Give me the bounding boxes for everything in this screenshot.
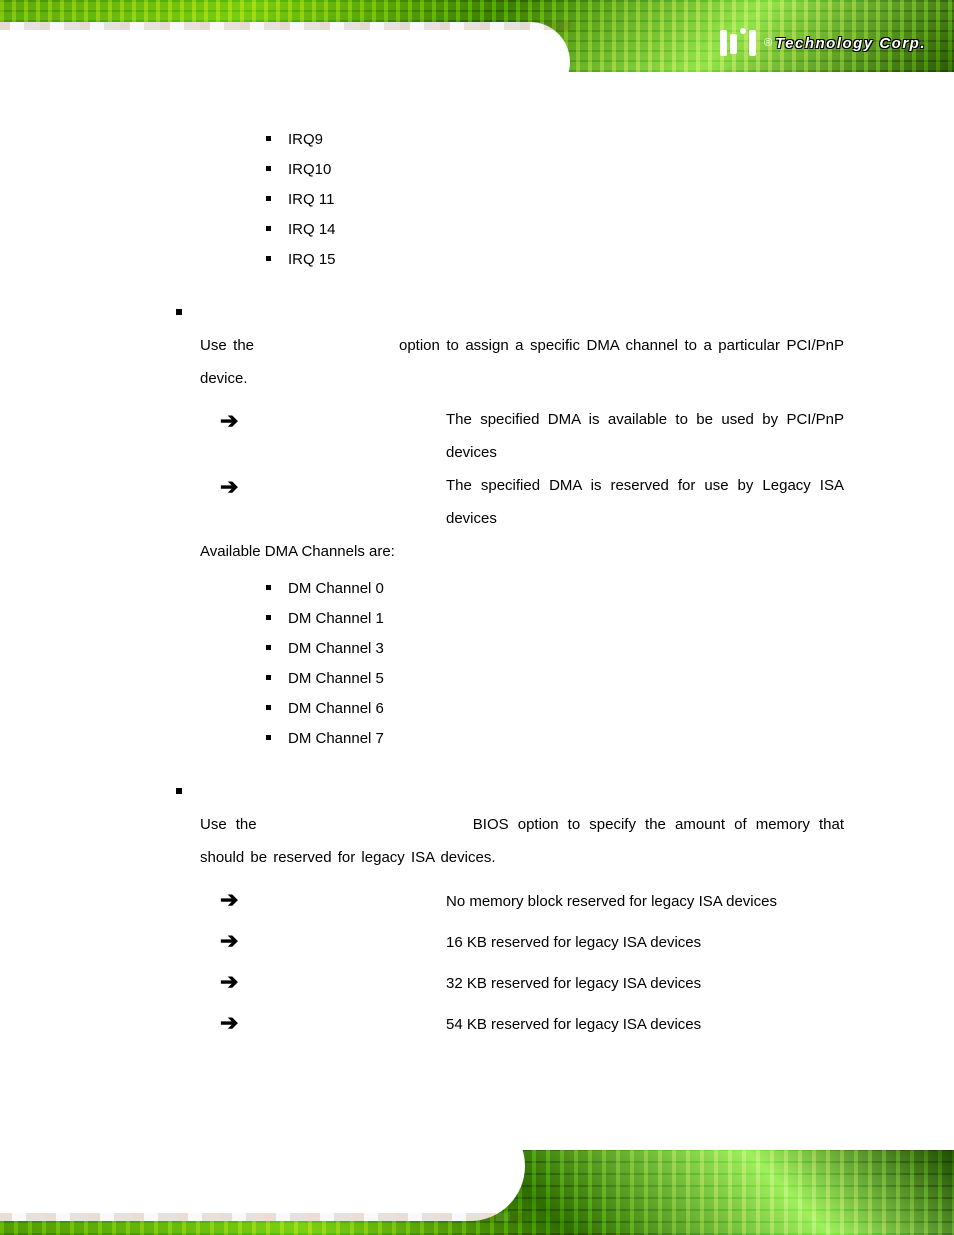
option-row: ➔ The specified DMA is available to be u… xyxy=(200,403,844,469)
option-desc: The specified DMA is reserved for use by… xyxy=(446,469,844,535)
list-item: DM Channel 7 xyxy=(260,724,844,754)
list-item: IRQ10 xyxy=(260,155,844,185)
memory-options: ➔ No memory block reserved for legacy IS… xyxy=(200,882,844,1044)
list-item: DM Channel 3 xyxy=(260,634,844,664)
option-desc: 32 KB reserved for legacy ISA devices xyxy=(446,964,844,1003)
footer-white-swoosh xyxy=(0,1111,525,1221)
list-item: IRQ9 xyxy=(260,125,844,155)
option-row: ➔ No memory block reserved for legacy IS… xyxy=(200,882,844,921)
brand-text: Technology Corp. xyxy=(775,35,926,52)
option-desc: No memory block reserved for legacy ISA … xyxy=(446,882,844,921)
section-marker xyxy=(176,786,844,796)
option-row: ➔ The specified DMA is reserved for use … xyxy=(200,469,844,535)
section-marker xyxy=(176,307,844,317)
text: Use the xyxy=(200,337,261,354)
registered-symbol: ® xyxy=(764,37,772,49)
option-desc: The specified DMA is available to be use… xyxy=(446,403,844,469)
arrow-right-icon: ➔ xyxy=(200,882,446,917)
mem-paragraph: Use the BIOS option to specify the amoun… xyxy=(200,808,844,874)
irq-list: IRQ9 IRQ10 IRQ 11 IRQ 14 IRQ 15 xyxy=(260,125,844,275)
list-item: DM Channel 5 xyxy=(260,664,844,694)
option-row: ➔ 54 KB reserved for legacy ISA devices xyxy=(200,1005,844,1044)
brand-mark-icon xyxy=(720,30,756,56)
list-item: IRQ 11 xyxy=(260,185,844,215)
option-row: ➔ 32 KB reserved for legacy ISA devices xyxy=(200,964,844,1003)
list-item: DM Channel 6 xyxy=(260,694,844,724)
page-content: IRQ9 IRQ10 IRQ 11 IRQ 14 IRQ 15 Use the … xyxy=(0,125,954,1046)
arrow-right-icon: ➔ xyxy=(200,403,446,438)
brand-logo: ® Technology Corp. xyxy=(720,30,926,56)
option-desc: 54 KB reserved for legacy ISA devices xyxy=(446,1005,844,1044)
option-desc: 16 KB reserved for legacy ISA devices xyxy=(446,923,844,962)
list-item: DM Channel 0 xyxy=(260,574,844,604)
dma-options: ➔ The specified DMA is available to be u… xyxy=(200,403,844,535)
list-item: DM Channel 1 xyxy=(260,604,844,634)
arrow-right-icon: ➔ xyxy=(200,964,446,999)
dma-channels-label: Available DMA Channels are: xyxy=(200,535,844,568)
header-white-swoosh xyxy=(0,22,570,102)
list-item: IRQ 14 xyxy=(260,215,844,245)
arrow-right-icon: ➔ xyxy=(200,469,446,504)
text: Use the xyxy=(200,816,266,833)
dma-channel-list: DM Channel 0 DM Channel 1 DM Channel 3 D… xyxy=(260,574,844,754)
dma-paragraph: Use the option to assign a specific DMA … xyxy=(200,329,844,395)
arrow-right-icon: ➔ xyxy=(200,923,446,958)
option-row: ➔ 16 KB reserved for legacy ISA devices xyxy=(200,923,844,962)
arrow-right-icon: ➔ xyxy=(200,1005,446,1040)
text: option to assign a specific DMA channel … xyxy=(200,337,844,387)
text: BIOS option to specify the amount of mem… xyxy=(200,816,844,866)
list-item: IRQ 15 xyxy=(260,245,844,275)
